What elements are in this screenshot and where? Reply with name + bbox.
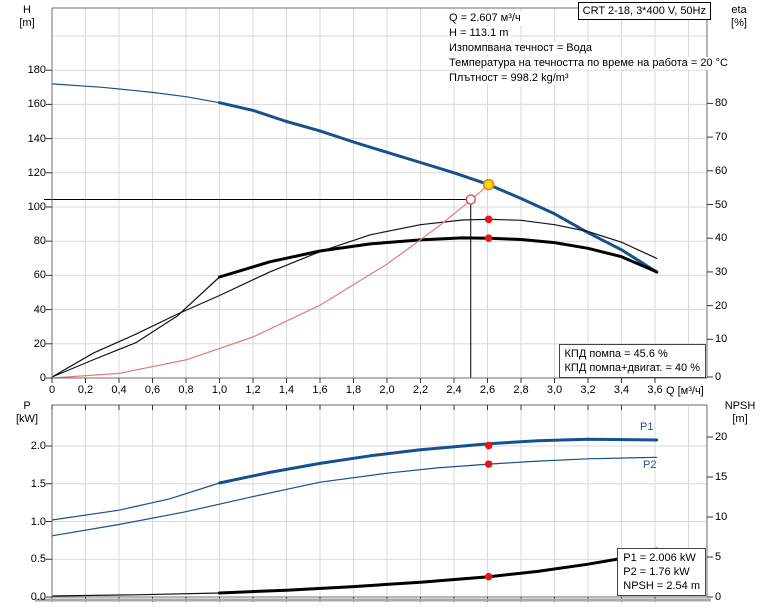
q-tick-label: 2,2 [412,384,429,396]
efficiency-line: КПД помпа = 45.6 % [564,348,668,360]
result-line: P1 = 2.006 kW [623,552,696,564]
q-tick-label: 0 [48,384,56,396]
eta-pump-motor-curve [218,236,659,279]
p1-curve [218,437,659,485]
q-tick-label: 1,4 [278,384,295,396]
annotation-line: Плътност = 998.2 kg/m³ [447,72,571,85]
npsh-tick-label: 10 [715,511,728,523]
q-tick-label: 1,6 [312,384,328,396]
result-line: NPSH = 2.54 m [623,580,700,592]
duty-point [482,178,495,191]
eta-tick-label: 70 [715,131,728,144]
h-tick-label: 0 [39,372,46,384]
p1-curve-label: P1 [640,421,654,433]
eta-tick-label: 20 [715,299,728,312]
eta-tick-label: 10 [715,333,728,346]
h-tick-label: 180 [27,64,46,77]
q-tick-label: 1,2 [245,384,261,396]
operating-point-annotations: Q = 2.607 м³/ч H = 113.1 m Изпомпвана течн… [447,12,730,87]
p2-point [484,460,493,468]
h-tick-label: 120 [27,166,46,179]
h-tick-label: 40 [33,303,46,316]
eta-axis-title-line2: [%] [731,17,747,29]
p-tick-label: 0.5 [30,553,46,566]
h-tick-label: 20 [33,337,46,350]
head-curve [218,101,659,274]
p-axis-title: P [kW] [8,400,46,426]
annotation-line: Температура на течността по време на раб… [447,57,730,70]
h-axis-title: H [m] [8,4,46,30]
q-tick-label: 1,8 [345,384,362,396]
q-tick-label: 0,6 [144,384,161,396]
npsh-curve [218,547,659,595]
annotation-line: H = 113.1 m [447,27,511,40]
q-tick-label: 0,8 [178,384,194,396]
npsh-axis-title: NPSH [m] [710,400,770,426]
system-curve [51,184,490,379]
h-axis-title-line1: H [23,4,31,16]
eta-tick-label: 50 [715,198,728,211]
npsh-tick-label: 20 [715,431,728,443]
q-axis-unit-label: Q [м³/ч] [666,385,704,397]
p-tick-label: 1.5 [30,477,46,490]
p-tick-label: 1.0 [30,515,46,528]
p2-curve [51,456,658,537]
eta-tick-label: 0 [715,371,722,383]
p-tick-label: 2.0 [30,440,46,452]
q-tick-label: 2,4 [446,384,462,396]
h-tick-label: 80 [33,235,46,248]
npsh-curve-thin [51,592,221,597]
eta-tick-label: 30 [715,265,728,278]
q-tick-label: 3,6 [647,384,663,396]
q-tick-label: 3,4 [613,384,630,396]
q-tick-label: 0,2 [77,384,94,396]
eta-pump-point [484,215,493,224]
npsh-tick-label: 5 [715,551,722,563]
q-tick-label: 3,0 [546,384,563,396]
h-axis-title-line2: [m] [19,17,35,29]
npsh-tick-label: 15 [715,471,728,483]
npsh-tick-label: 0 [715,591,722,603]
efficiency-line: КПД помпа+двигат. = 40 % [564,362,701,374]
h-tick-label: 60 [33,269,46,282]
h-tick-label: 140 [27,132,46,145]
annotation-line: Q = 2.607 м³/ч [447,12,523,25]
npsh-axis-title-line2: [m] [732,413,748,425]
h-tick-label: 160 [27,98,46,111]
q-tick-label: 0,4 [111,384,127,396]
p2-curve-label: P2 [643,459,657,471]
eta-pump-motor-point [484,234,493,242]
power-npsh-result-box: P1 = 2.006 kW P2 = 1.76 kW NPSH = 2.54 m [617,548,706,596]
npsh-point [484,572,493,581]
eta-tick-label: 40 [715,232,728,245]
eta-axis-title: eta [%] [716,4,762,30]
pump-model-box: CRT 2-18, 3*400 V, 50Hz [577,2,711,20]
q-tick-label: 3,2 [580,384,596,396]
p-tick-label: 0.0 [30,591,46,603]
q-tick-label: 2,0 [379,384,395,396]
annotation-line: Изпомпвана течност = Вода [447,42,595,55]
efficiency-box: КПД помпа = 45.6 % КПД помпа+двигат. = 40… [558,344,706,378]
p1-point [484,441,493,450]
eta-pump-motor-curve-thin [51,276,221,378]
result-line: P2 = 1.76 kW [623,566,690,578]
p-axis-title-line1: P [23,400,31,412]
q-tick-label: 2,6 [479,384,496,396]
eta-axis-title-line1: eta [731,4,747,16]
p1-curve-thin [51,482,221,521]
p-axis-title-line2: [kW] [16,413,38,425]
q-tick-label: 1,0 [211,384,228,396]
rated-point [465,194,476,205]
eta-pump-curve [51,218,658,378]
eta-tick-label: 80 [715,97,728,110]
npsh-axis-title-line1: NPSH [724,400,756,412]
head-curve-thin [51,83,221,104]
q-tick-label: 2,8 [513,384,529,396]
h-tick-label: 100 [27,201,46,213]
eta-tick-label: 60 [715,164,728,177]
